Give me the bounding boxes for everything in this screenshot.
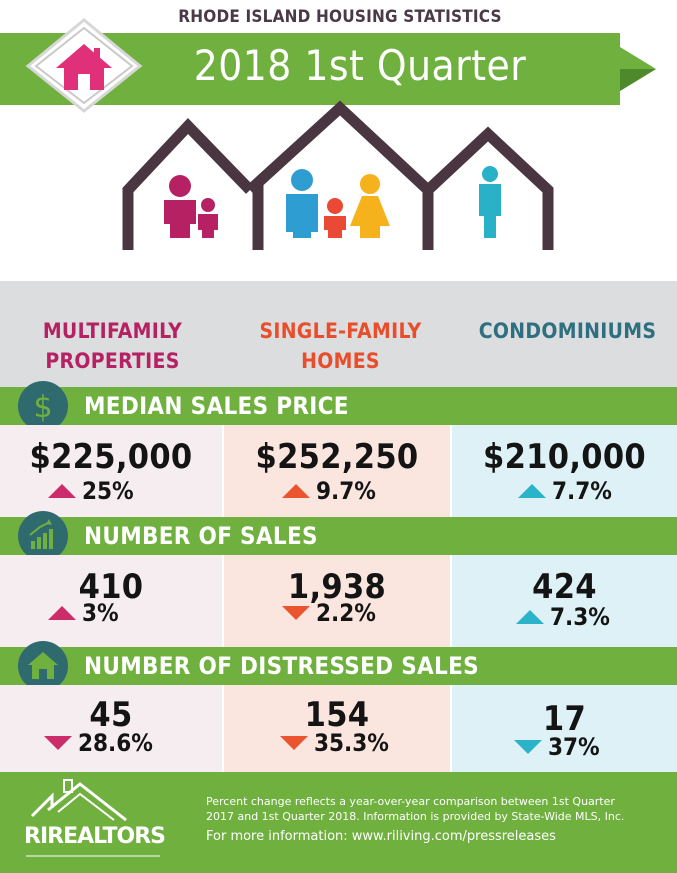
realtors-logo [26,779,160,857]
cell-single-price: $252,250 9.7% [224,425,450,517]
page-title: 2018 1st Quarter [193,41,527,90]
change-value: 28.6% [78,729,153,757]
cell-condo-sales: 424 7.3% [452,555,677,647]
triangle-up-icon [48,484,76,498]
section-bar-number-of-sales [0,517,677,555]
section-circle [18,511,68,561]
cell-single-distressed: 154 35.3% [224,685,450,777]
triangle-down-icon [280,736,308,750]
change: 25% [48,477,134,505]
supertitle: RHODE ISLAND HOUSING STATISTICS [178,7,502,27]
change: 2.2% [282,599,376,627]
section-title: MEDIAN SALES PRICE [84,392,349,420]
value: 154 [304,695,370,735]
value: $210,000 [482,437,646,477]
value: 424 [532,567,597,607]
section-bar-distressed-sales [0,647,677,685]
change-value: 2.2% [316,599,376,627]
title-banner [0,33,656,105]
section-bar-median-price [0,387,677,425]
cell-condo-distressed: 17 37% [452,685,677,777]
triangle-up-icon [282,484,310,498]
cell-multi-price: $225,000 25% [0,425,222,517]
value: 1,938 [287,567,387,607]
section-title: NUMBER OF DISTRESSED SALES [84,652,480,680]
section-title: NUMBER OF SALES [84,522,318,550]
triangle-down-icon [282,606,310,620]
value: $225,000 [29,437,193,477]
triangle-down-icon [514,740,542,754]
cell-condo-price: $210,000 7.7% [452,425,677,517]
change: 7.7% [518,477,612,505]
home-badge-icon [25,18,143,113]
dollar-icon: $ [33,390,52,425]
change: 9.7% [282,477,376,505]
more-info-link[interactable]: For more information: www.riliving.com/p… [206,829,556,844]
value: $252,250 [255,437,419,477]
triangle-up-icon [516,610,544,624]
cell-single-sales: 1,938 2.2% [224,555,450,647]
section-circle: $ [18,381,68,431]
house-icon [28,652,58,679]
change-value: 35.3% [314,729,389,757]
footnote: Percent change reflects a year-over-year… [206,795,625,823]
triangle-up-icon [48,606,76,620]
change-value: 3% [82,599,119,627]
change: 3% [48,599,119,627]
section-circle [18,641,68,691]
value: 45 [89,695,133,735]
value: 410 [78,567,144,607]
change-value: 7.3% [550,603,610,631]
category-condominiums: CONDOMINIUMS [478,319,657,343]
change-value: 7.7% [552,477,612,505]
change: 35.3% [280,729,389,757]
triangle-down-icon [44,736,72,750]
change: 28.6% [44,729,153,757]
category-multifamily: MULTIFAMILY PROPERTIES [42,319,183,373]
value: 17 [542,699,587,739]
bar-chart-icon [29,519,53,549]
realtors-logo-text: RIREALTORS [24,824,166,849]
houses-illustration [122,100,554,250]
svg-text:$: $ [33,390,52,425]
change-value: 37% [548,733,600,761]
change-value: 9.7% [316,477,376,505]
category-single-family: SINGLE-FAMILY HOMES [259,319,422,373]
change-value: 25% [82,477,134,505]
category-band [0,281,677,387]
cell-multi-distressed: 45 28.6% [0,685,222,777]
cell-multi-sales: 410 3% [0,555,222,647]
change: 7.3% [516,603,610,631]
triangle-up-icon [518,484,546,498]
change: 37% [514,733,600,761]
